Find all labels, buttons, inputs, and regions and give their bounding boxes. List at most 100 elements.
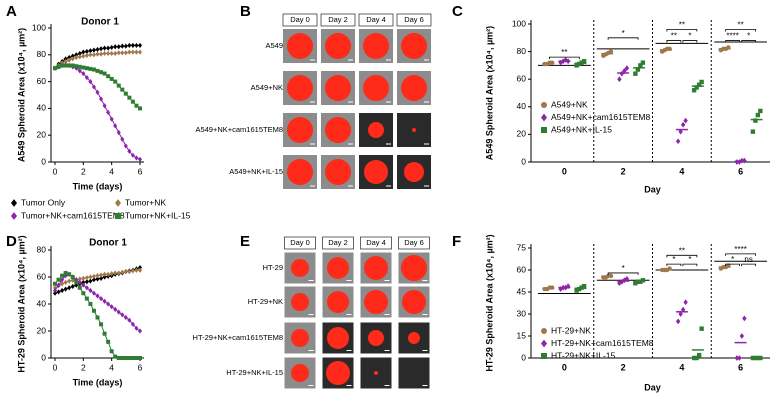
point — [84, 285, 89, 291]
point — [123, 43, 128, 49]
point — [106, 109, 111, 116]
column-header-box — [284, 236, 316, 250]
y-axis-label: HT-29 Spheroid Area (x10⁴, µm²) — [484, 234, 494, 371]
chart-title: Donor 1 — [81, 17, 119, 28]
point — [106, 50, 111, 57]
point — [113, 123, 118, 129]
significance-label: **** — [726, 32, 738, 41]
point — [88, 52, 93, 58]
column-header-box — [360, 236, 392, 250]
point — [84, 296, 89, 301]
point — [123, 143, 128, 149]
x-tick-label: 4 — [109, 166, 114, 176]
point — [67, 63, 72, 68]
spheroid — [327, 291, 349, 313]
significance-label: ** — [738, 21, 744, 30]
x-tick-label: 6 — [138, 166, 143, 176]
spheroid — [287, 117, 313, 143]
legend-marker — [115, 213, 121, 219]
point — [683, 117, 688, 124]
point — [109, 44, 114, 51]
point — [99, 322, 104, 327]
y-tick-label: 40 — [517, 101, 527, 111]
y-axis-label: A549 Spheroid Area (x10⁴, µm²) — [16, 28, 26, 162]
point — [635, 67, 641, 72]
significance-label: ns — [744, 255, 752, 264]
point — [123, 356, 128, 360]
point — [102, 298, 107, 304]
x-tick-label: 2 — [81, 166, 86, 176]
row-label: A549+NK+IL-15 — [229, 167, 283, 176]
spheroid — [363, 75, 389, 101]
x-tick-label: 2 — [81, 362, 86, 372]
y-tick-label: 20 — [37, 325, 47, 335]
y-axis-label: A549 Spheroid Area (x10⁴, µm²) — [484, 26, 494, 160]
y-tick-label: 100 — [32, 22, 46, 32]
x-tick-label: 4 — [109, 362, 114, 372]
point — [99, 70, 104, 75]
y-tick-label: 0 — [521, 352, 526, 362]
column-header: Day 2 — [328, 15, 348, 24]
column-header: Day 6 — [404, 238, 424, 247]
significance-label: * — [622, 29, 625, 38]
point — [120, 136, 125, 142]
point — [739, 333, 745, 339]
significance-bracket — [725, 263, 741, 267]
point — [99, 272, 104, 278]
point — [88, 302, 93, 306]
row-label: HT-29+NK — [248, 297, 283, 306]
point — [88, 48, 93, 54]
legend-label: A549+NK+cam1615TEM8 — [551, 112, 650, 122]
legend-label: Tumor+NK+cam1615TEM8 — [21, 210, 125, 220]
point — [617, 76, 622, 83]
y-tick-label: 20 — [517, 129, 527, 139]
significance-bracket — [607, 37, 639, 40]
point — [77, 68, 82, 74]
point — [127, 42, 132, 49]
x-axis-label: Time (days) — [73, 181, 123, 191]
point — [608, 49, 614, 54]
legend-label: Tumor Only — [21, 197, 66, 207]
point — [84, 52, 89, 59]
point — [63, 58, 68, 65]
point — [67, 54, 72, 61]
point — [624, 65, 630, 72]
point — [109, 304, 114, 310]
point — [88, 66, 93, 71]
legend-label: HT-29+NK+IL-15 — [551, 350, 616, 360]
point — [99, 51, 104, 57]
point — [106, 339, 111, 344]
point — [63, 279, 68, 285]
y-tick-label: 40 — [37, 103, 47, 113]
spheroid — [364, 290, 388, 314]
point — [113, 306, 118, 312]
point — [70, 283, 75, 290]
point — [91, 290, 96, 296]
row-label: HT-29+NK+IL-15 — [226, 368, 283, 377]
series-line — [54, 272, 140, 359]
y-tick-label: 60 — [517, 73, 527, 83]
significance-label: ** — [561, 48, 567, 57]
point — [113, 50, 118, 57]
panel-letter: C — [452, 3, 463, 20]
point — [758, 108, 763, 114]
point — [63, 273, 68, 279]
point — [95, 46, 100, 53]
point — [106, 74, 111, 79]
point — [138, 267, 142, 273]
point — [102, 274, 107, 280]
point — [120, 312, 125, 318]
y-tick-label: 75 — [517, 242, 527, 252]
legend-marker — [11, 199, 17, 207]
x-tick-label: 6 — [138, 362, 143, 372]
point — [91, 47, 96, 53]
significance-bracket — [666, 29, 698, 32]
point — [109, 76, 114, 81]
point — [694, 85, 699, 90]
point — [123, 91, 128, 96]
row-label: HT-29+NK+cam1615TEM8 — [193, 333, 283, 342]
spheroid — [364, 160, 388, 184]
significance-label: * — [622, 264, 625, 273]
y-tick-label: 60 — [37, 76, 47, 86]
point — [127, 317, 132, 323]
